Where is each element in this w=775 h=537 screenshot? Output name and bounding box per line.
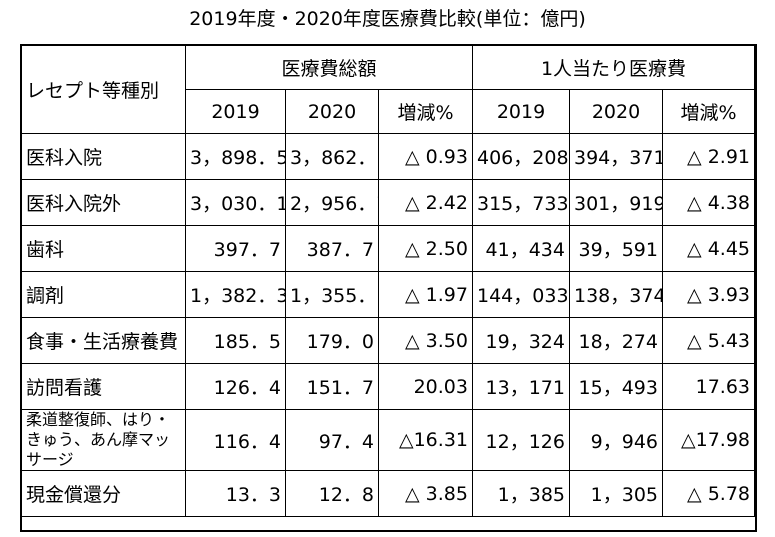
header-total-cost: 医療費総額 xyxy=(185,45,473,90)
total-2019-cell: 3，898．5 xyxy=(185,133,286,180)
per-person-change-cell: △ 5.78 xyxy=(661,470,756,517)
total-2020-cell: 97．4 xyxy=(285,409,379,471)
per-person-2020-cell: 9，946 xyxy=(569,409,663,471)
medical-cost-table: レセプト等種別 医療費総額 1人当たり医療費 2019 2020 増減% 201… xyxy=(21,45,756,517)
total-2020-cell: 12．8 xyxy=(285,470,379,517)
row-label: 食事・生活療養費 xyxy=(21,317,186,364)
row-label: 柔道整復師、はり・きゅう、あん摩マッサージ xyxy=(21,409,186,471)
per-person-2019-cell: 1，385 xyxy=(472,470,570,517)
table-row: 医科入院外 3，030．1 2，956．7 △ 2.42 315，733 301… xyxy=(21,179,756,226)
header-per-person-2019: 2019 xyxy=(472,89,570,134)
per-person-2019-cell: 406，208 xyxy=(472,133,570,180)
total-2020-cell: 3，862．1 xyxy=(285,133,379,180)
total-2019-cell: 13．3 xyxy=(185,470,286,517)
total-2019-cell: 116．4 xyxy=(185,409,286,471)
per-person-change-cell: △ 2.91 xyxy=(661,133,756,180)
per-person-change-cell: 17.63 xyxy=(661,363,756,410)
per-person-2019-cell: 41，434 xyxy=(472,225,570,272)
per-person-change-cell: △ 4.38 xyxy=(661,179,756,226)
total-2019-cell: 3，030．1 xyxy=(185,179,286,226)
table-row: 訪問看護 126．4 151．7 20.03 13，171 15，493 17.… xyxy=(21,363,756,410)
total-change-cell: △ 1.97 xyxy=(378,271,473,318)
header-per-person-2020: 2020 xyxy=(569,89,663,134)
total-change-cell: △ 3.50 xyxy=(378,317,473,364)
header-per-person-change: 増減% xyxy=(661,89,756,134)
total-change-cell: △16.31 xyxy=(378,409,473,471)
row-label: 医科入院 xyxy=(21,133,186,180)
header-total-2020: 2020 xyxy=(285,89,379,134)
per-person-2019-cell: 12，126 xyxy=(472,409,570,471)
total-change-cell: △ 2.42 xyxy=(378,179,473,226)
header-total-2019: 2019 xyxy=(185,89,286,134)
total-2019-cell: 1，382．3 xyxy=(185,271,286,318)
total-2020-cell: 1，355．1 xyxy=(285,271,379,318)
total-2019-cell: 185．5 xyxy=(185,317,286,364)
table-row: 医科入院 3，898．5 3，862．1 △ 0.93 406，208 394，… xyxy=(21,133,756,180)
per-person-2019-cell: 19，324 xyxy=(472,317,570,364)
per-person-change-cell: △ 5.43 xyxy=(661,317,756,364)
total-change-cell: 20.03 xyxy=(378,363,473,410)
total-2019-cell: 397．7 xyxy=(185,225,286,272)
table-row: 調剤 1，382．3 1，355．1 △ 1.97 144，033 138，37… xyxy=(21,271,756,318)
total-2020-cell: 2，956．7 xyxy=(285,179,379,226)
total-2020-cell: 387．7 xyxy=(285,225,379,272)
header-per-person-cost: 1人当たり医療費 xyxy=(471,45,756,90)
per-person-2019-cell: 144，033 xyxy=(472,271,570,318)
total-change-cell: △ 3.85 xyxy=(378,470,473,517)
table-row: 現金償還分 13．3 12．8 △ 3.85 1，385 1，305 △ 5.7… xyxy=(21,470,756,517)
total-change-cell: △ 0.93 xyxy=(378,133,473,180)
row-label: 現金償還分 xyxy=(21,470,186,517)
per-person-2020-cell: 1，305 xyxy=(569,470,663,517)
per-person-change-cell: △ 3.93 xyxy=(661,271,756,318)
row-label: 医科入院外 xyxy=(21,179,186,226)
per-person-2020-cell: 39，591 xyxy=(569,225,663,272)
header-total-change: 増減% xyxy=(378,89,473,134)
per-person-2019-cell: 13，171 xyxy=(472,363,570,410)
row-label: 調剤 xyxy=(21,271,186,318)
per-person-2020-cell: 394，371 xyxy=(569,133,663,180)
total-2020-cell: 151．7 xyxy=(285,363,379,410)
table-title: 2019年度・2020年度医療費比較(単位：億円) xyxy=(189,8,586,30)
total-2020-cell: 179．0 xyxy=(285,317,379,364)
per-person-2020-cell: 301，919 xyxy=(569,179,663,226)
table-row: 歯科 397．7 387．7 △ 2.50 41，434 39，591 △ 4.… xyxy=(21,225,756,272)
per-person-change-cell: △ 4.45 xyxy=(661,225,756,272)
row-label: 歯科 xyxy=(21,225,186,272)
header-category: レセプト等種別 xyxy=(21,45,186,134)
row-label: 訪問看護 xyxy=(21,363,186,410)
total-2019-cell: 126．4 xyxy=(185,363,286,410)
per-person-2020-cell: 138，374 xyxy=(569,271,663,318)
per-person-change-cell: △17.98 xyxy=(661,409,756,471)
total-change-cell: △ 2.50 xyxy=(378,225,473,272)
per-person-2020-cell: 15，493 xyxy=(569,363,663,410)
per-person-2020-cell: 18，274 xyxy=(569,317,663,364)
table-row: 食事・生活療養費 185．5 179．0 △ 3.50 19，324 18，27… xyxy=(21,317,756,364)
per-person-2019-cell: 315，733 xyxy=(472,179,570,226)
table-row: 柔道整復師、はり・きゅう、あん摩マッサージ 116．4 97．4 △16.31 … xyxy=(21,409,756,471)
